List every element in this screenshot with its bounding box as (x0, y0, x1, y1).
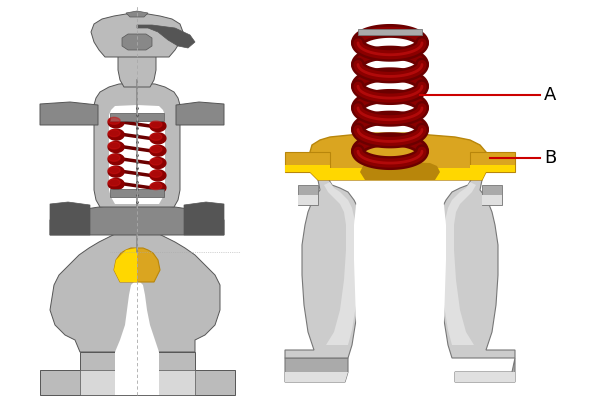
Polygon shape (137, 25, 195, 48)
Polygon shape (150, 120, 166, 132)
Polygon shape (482, 185, 502, 205)
Polygon shape (108, 117, 120, 124)
Polygon shape (50, 202, 90, 235)
Polygon shape (115, 282, 159, 395)
Polygon shape (40, 352, 235, 395)
Polygon shape (108, 154, 120, 161)
Polygon shape (442, 182, 480, 345)
Polygon shape (108, 117, 124, 128)
Polygon shape (298, 185, 318, 205)
Polygon shape (176, 102, 224, 125)
Polygon shape (98, 105, 176, 125)
Polygon shape (320, 182, 358, 345)
Polygon shape (108, 166, 124, 177)
Polygon shape (455, 358, 515, 382)
Polygon shape (285, 155, 362, 358)
Polygon shape (150, 121, 162, 128)
Polygon shape (108, 130, 120, 137)
Polygon shape (91, 13, 183, 57)
Polygon shape (114, 248, 160, 282)
Polygon shape (108, 179, 120, 186)
Polygon shape (298, 195, 318, 205)
Polygon shape (94, 83, 180, 207)
Polygon shape (150, 182, 166, 193)
Polygon shape (108, 178, 124, 190)
Polygon shape (108, 142, 124, 152)
Polygon shape (150, 158, 162, 165)
Polygon shape (122, 34, 152, 50)
Polygon shape (108, 154, 124, 165)
Bar (110, 189, 164, 197)
Polygon shape (482, 195, 502, 205)
Polygon shape (184, 202, 224, 235)
Polygon shape (150, 158, 166, 168)
Polygon shape (285, 165, 330, 172)
Polygon shape (310, 168, 486, 180)
Polygon shape (438, 155, 515, 358)
Text: A: A (544, 86, 556, 104)
Polygon shape (40, 102, 98, 125)
Polygon shape (470, 165, 515, 172)
Polygon shape (150, 170, 162, 177)
Polygon shape (50, 204, 224, 235)
Polygon shape (354, 186, 446, 358)
Polygon shape (114, 248, 137, 282)
Polygon shape (470, 152, 515, 172)
Polygon shape (108, 129, 124, 140)
Polygon shape (150, 146, 162, 153)
Polygon shape (126, 11, 148, 17)
Polygon shape (150, 170, 166, 181)
Polygon shape (150, 145, 166, 156)
Polygon shape (80, 370, 195, 395)
Polygon shape (150, 183, 162, 190)
Text: B: B (544, 149, 556, 167)
Polygon shape (285, 152, 330, 172)
Polygon shape (360, 162, 440, 180)
Polygon shape (150, 133, 162, 140)
Polygon shape (108, 167, 120, 174)
Polygon shape (118, 46, 156, 87)
Polygon shape (108, 142, 120, 149)
Polygon shape (150, 133, 166, 144)
Polygon shape (109, 105, 165, 204)
Polygon shape (50, 229, 220, 352)
Bar (110, 113, 164, 121)
Bar (358, 29, 422, 35)
Polygon shape (285, 358, 348, 382)
Polygon shape (455, 372, 515, 382)
Polygon shape (285, 372, 348, 382)
Polygon shape (308, 133, 488, 180)
